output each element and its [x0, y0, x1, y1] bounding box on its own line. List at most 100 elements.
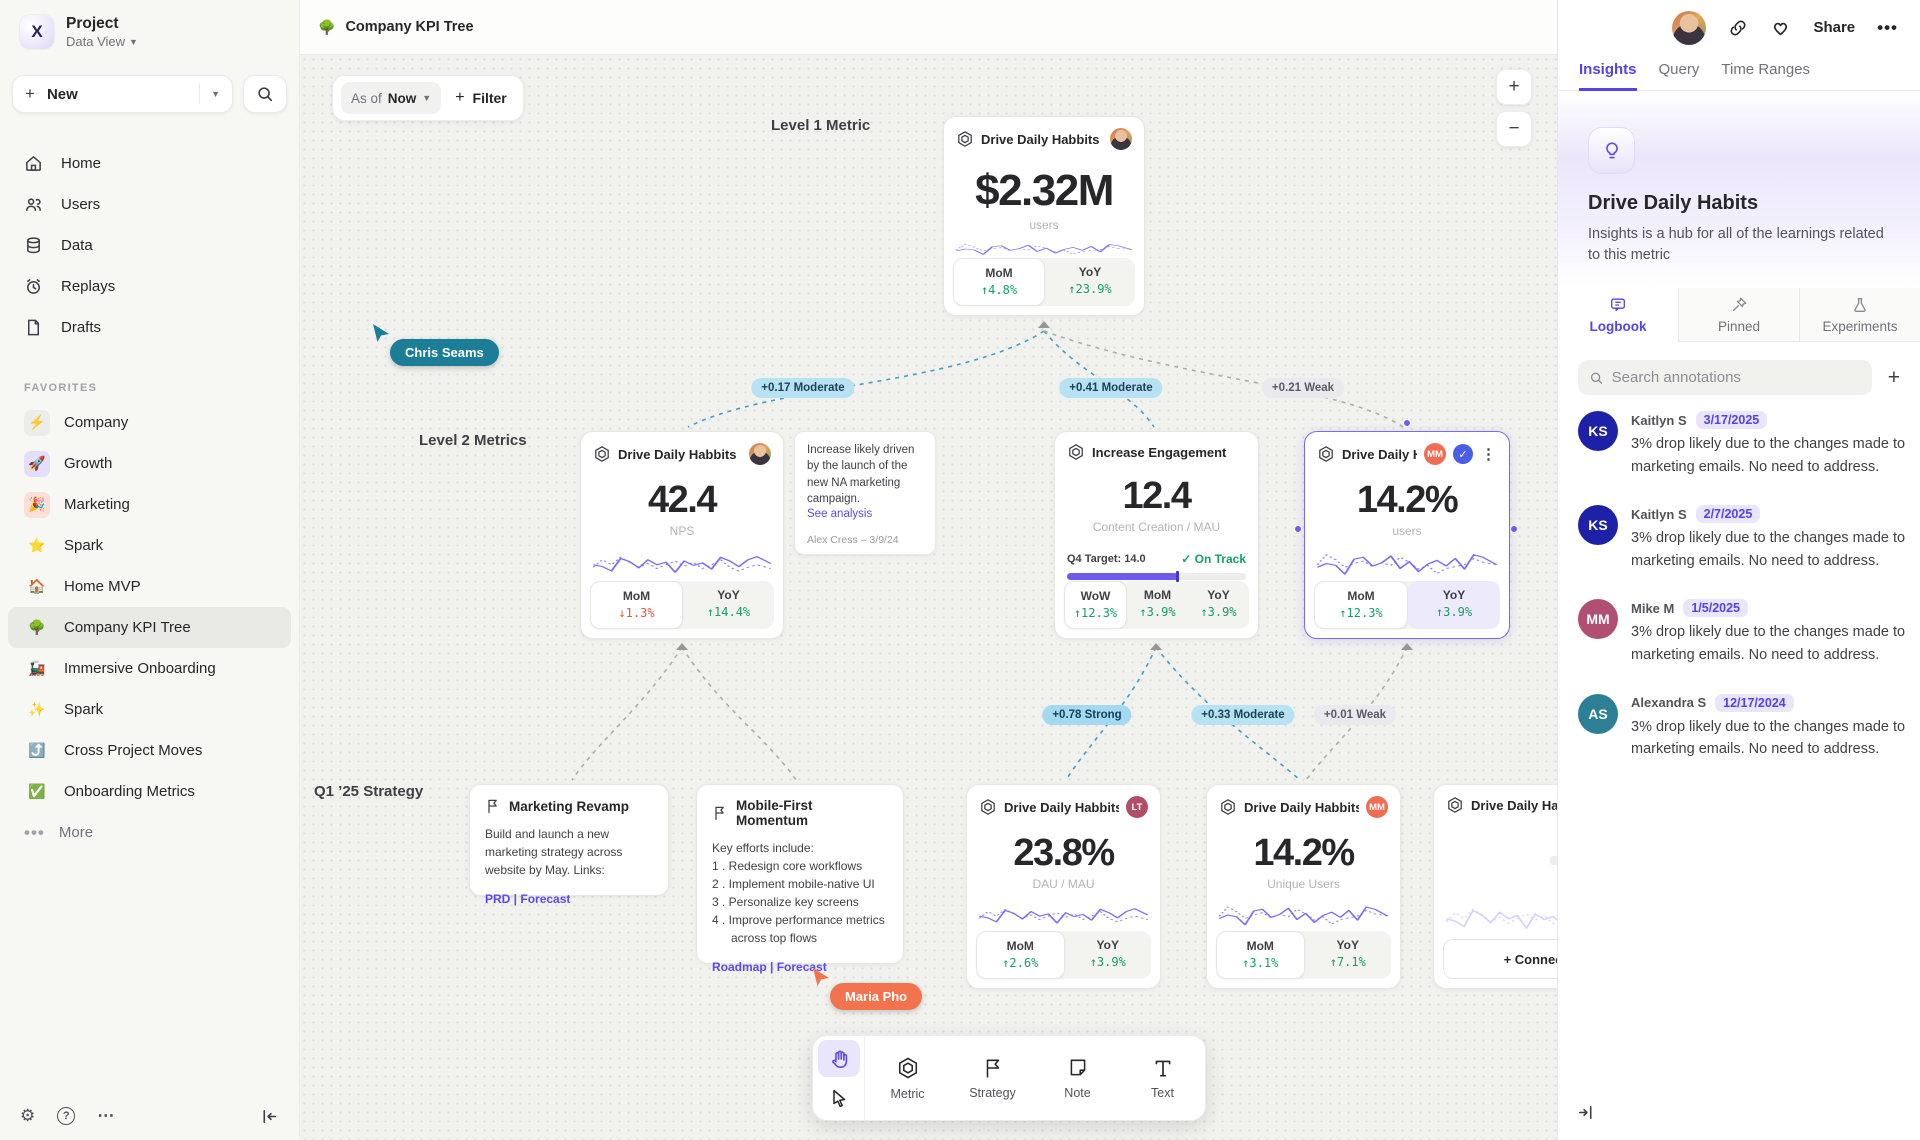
chevron-down-icon[interactable]: ▼	[211, 89, 220, 99]
annotation-item[interactable]: AS Alexandra S 12/17/2024 3% drop likely…	[1578, 693, 1905, 761]
tab-insights[interactable]: Insights	[1579, 55, 1637, 91]
tab-query[interactable]: Query	[1658, 61, 1700, 78]
stat-mom[interactable]: MoM ↓1.3%	[590, 581, 683, 629]
metric-card-partial[interactable]: Drive Daily Hab + Connec	[1433, 784, 1557, 989]
share-button[interactable]: Share	[1813, 19, 1856, 36]
metric-card-unique-users[interactable]: Drive Daily Habbits MM 14.2% Unique User…	[1206, 784, 1401, 989]
metric-card-engagement[interactable]: Increase Engagement 12.4 Content Creatio…	[1054, 431, 1259, 639]
sidebar-item-replays[interactable]: Replays	[0, 266, 299, 307]
sidebar-item-spark[interactable]: ⭐ Spark	[8, 525, 291, 566]
strategy-card-marketing-revamp[interactable]: Marketing Revamp Build and launch a new …	[469, 784, 669, 906]
metric-unit: Unique Users	[1267, 877, 1340, 891]
stat-mom[interactable]: MoM ↑4.8%	[953, 258, 1045, 306]
collapse-panel-icon[interactable]	[1576, 1103, 1595, 1122]
sidebar-item-users[interactable]: Users	[0, 184, 299, 225]
search-annotations-input[interactable]	[1611, 369, 1861, 387]
insight-hero: Drive Daily Habits Insights is a hub for…	[1558, 91, 1920, 289]
stat-yoy[interactable]: YoY ↑3.9%	[1200, 588, 1237, 619]
sidebar-item-data[interactable]: Data	[0, 225, 299, 266]
lightbulb-icon	[1588, 127, 1635, 174]
favorite-heart-icon[interactable]	[1770, 17, 1791, 38]
sidebar-item-drafts[interactable]: Drafts	[0, 307, 299, 348]
stat-yoy[interactable]: YoY ↑23.9%	[1068, 265, 1112, 296]
sidebar-item-company-kpi-tree[interactable]: 🌳 Company KPI Tree	[8, 607, 291, 648]
search-icon	[258, 87, 273, 102]
annotation-note-card[interactable]: Increase likely driven by the launch of …	[794, 431, 936, 555]
filter-button[interactable]: + Filter	[455, 89, 507, 107]
sidebar-item-onboarding-metrics[interactable]: ✅ Onboarding Metrics	[8, 771, 291, 812]
annotation-text: 3% drop likely due to the changes made t…	[1631, 530, 1906, 569]
selection-handle[interactable]	[1294, 525, 1302, 533]
stat-yoy[interactable]: YoY ↑14.4%	[706, 588, 751, 619]
owner-badge: MM	[1366, 796, 1388, 818]
tab-experiments[interactable]: Experiments	[1799, 288, 1920, 343]
sidebar-more-button[interactable]: ••• More	[0, 812, 299, 853]
metric-card-dau-mau[interactable]: Drive Daily Habbits LT 23.8% DAU / MAU M…	[966, 784, 1161, 989]
tab-pinned[interactable]: Pinned	[1678, 288, 1799, 343]
text-tool-button[interactable]: Text	[1120, 1036, 1205, 1120]
see-analysis-link[interactable]: See analysis	[807, 508, 873, 521]
sidebar-item-marketing[interactable]: 🎉 Marketing	[8, 484, 291, 525]
plus-icon: +	[455, 89, 465, 106]
collapse-sidebar-icon[interactable]	[260, 1107, 279, 1126]
zoom-in-button[interactable]: +	[1496, 69, 1532, 105]
as-of-dropdown[interactable]: As of Now ▼	[341, 82, 442, 114]
avatar: MM	[1578, 599, 1618, 640]
stat-yoy[interactable]: YoY ↑3.9%	[1408, 581, 1500, 629]
project-view-switcher[interactable]: Data View ▼	[66, 34, 138, 49]
search-button[interactable]	[243, 75, 287, 113]
flag-icon	[986, 1059, 999, 1078]
strategy-tool-button[interactable]: Strategy	[950, 1036, 1035, 1120]
annotation-search[interactable]	[1578, 360, 1872, 396]
settings-gear-icon[interactable]: ⚙	[20, 1106, 36, 1125]
kebab-menu-icon[interactable]: ⋮	[1481, 446, 1496, 463]
sidebar-item-label: Spark	[64, 701, 104, 718]
selection-handle[interactable]	[1403, 419, 1411, 427]
selection-handle[interactable]	[1510, 525, 1518, 533]
metric-card-l1[interactable]: Drive Daily Habbits $2.32M users MoM ↑4.…	[943, 116, 1145, 316]
metric-card-nps[interactable]: Drive Daily Habbits 42.4 NPS MoM ↓1.3% Y…	[580, 431, 784, 639]
sidebar-item-home-mvp[interactable]: 🏠 Home MVP	[8, 566, 291, 607]
tab-time-ranges[interactable]: Time Ranges	[1721, 61, 1811, 78]
help-icon[interactable]: ?	[57, 1107, 76, 1125]
sidebar-item-immersive-onboarding[interactable]: 🚂 Immersive Onboarding	[8, 648, 291, 689]
metric-unit: users	[1392, 524, 1422, 538]
sidebar-item-growth[interactable]: 🚀 Growth	[8, 443, 291, 484]
hand-tool-button[interactable]	[817, 1040, 860, 1077]
stat-mom[interactable]: MoM ↑3.1%	[1216, 931, 1305, 979]
zoom-out-button[interactable]: −	[1496, 111, 1532, 147]
select-tool-button[interactable]	[818, 1079, 860, 1116]
strategy-links[interactable]: PRD | Forecast	[485, 892, 571, 906]
sidebar-item-company[interactable]: ⚡ Company	[8, 402, 291, 443]
user-avatar[interactable]	[1672, 10, 1707, 45]
stat-mom[interactable]: MoM ↑3.9%	[1139, 588, 1176, 619]
sidebar-item-cross-project-moves[interactable]: ⤴️ Cross Project Moves	[8, 730, 291, 771]
copy-link-icon[interactable]	[1728, 18, 1748, 38]
strategy-body: Key efforts include:	[712, 841, 814, 855]
logbook-tab-bar: Logbook Pinned Experiments	[1558, 288, 1920, 343]
connect-button[interactable]: + Connec	[1503, 951, 1557, 967]
new-button[interactable]: + New ▼	[12, 75, 233, 113]
annotation-item[interactable]: MM Mike M 1/5/2025 3% drop likely due to…	[1578, 599, 1905, 666]
note-author: Alex Cress – 3/9/24	[807, 534, 899, 547]
stat-mom[interactable]: MoM ↑12.3%	[1314, 581, 1408, 629]
metric-tool-button[interactable]: Metric	[865, 1036, 950, 1120]
stat-yoy[interactable]: YoY ↑3.9%	[1089, 938, 1126, 969]
add-annotation-button[interactable]: +	[1887, 366, 1900, 390]
note-icon	[1070, 1059, 1085, 1075]
tab-logbook[interactable]: Logbook	[1558, 288, 1678, 343]
strategy-card-mobile-first[interactable]: Mobile-First Momentum Key efforts includ…	[696, 784, 904, 974]
sidebar-item-home[interactable]: Home	[0, 143, 299, 184]
annotation-item[interactable]: KS Kaitlyn S 3/17/2025 3% drop likely du…	[1578, 411, 1905, 478]
annotation-item[interactable]: KS Kaitlyn S 2/7/2025 3% drop likely due…	[1578, 505, 1905, 572]
ellipsis-icon[interactable]: ⋯	[97, 1106, 116, 1125]
stat-wow[interactable]: WoW ↑12.3%	[1064, 581, 1127, 629]
more-menu-icon[interactable]: •••	[1877, 17, 1898, 37]
kpi-tree-canvas[interactable]: As of Now ▼ + Filter + − Level 1 Metric …	[300, 55, 1557, 1140]
stat-yoy[interactable]: YoY ↑7.1%	[1329, 938, 1366, 969]
strategy-links[interactable]: Roadmap | Forecast	[712, 960, 827, 974]
note-tool-button[interactable]: Note	[1035, 1036, 1120, 1120]
sidebar-item-spark-2[interactable]: ✨ Spark	[8, 689, 291, 730]
stat-mom[interactable]: MoM ↑2.6%	[976, 931, 1065, 979]
metric-card-selected[interactable]: Drive Daily Habb.. MM ✓ ⋮ 14.2% users Mo…	[1304, 431, 1510, 639]
